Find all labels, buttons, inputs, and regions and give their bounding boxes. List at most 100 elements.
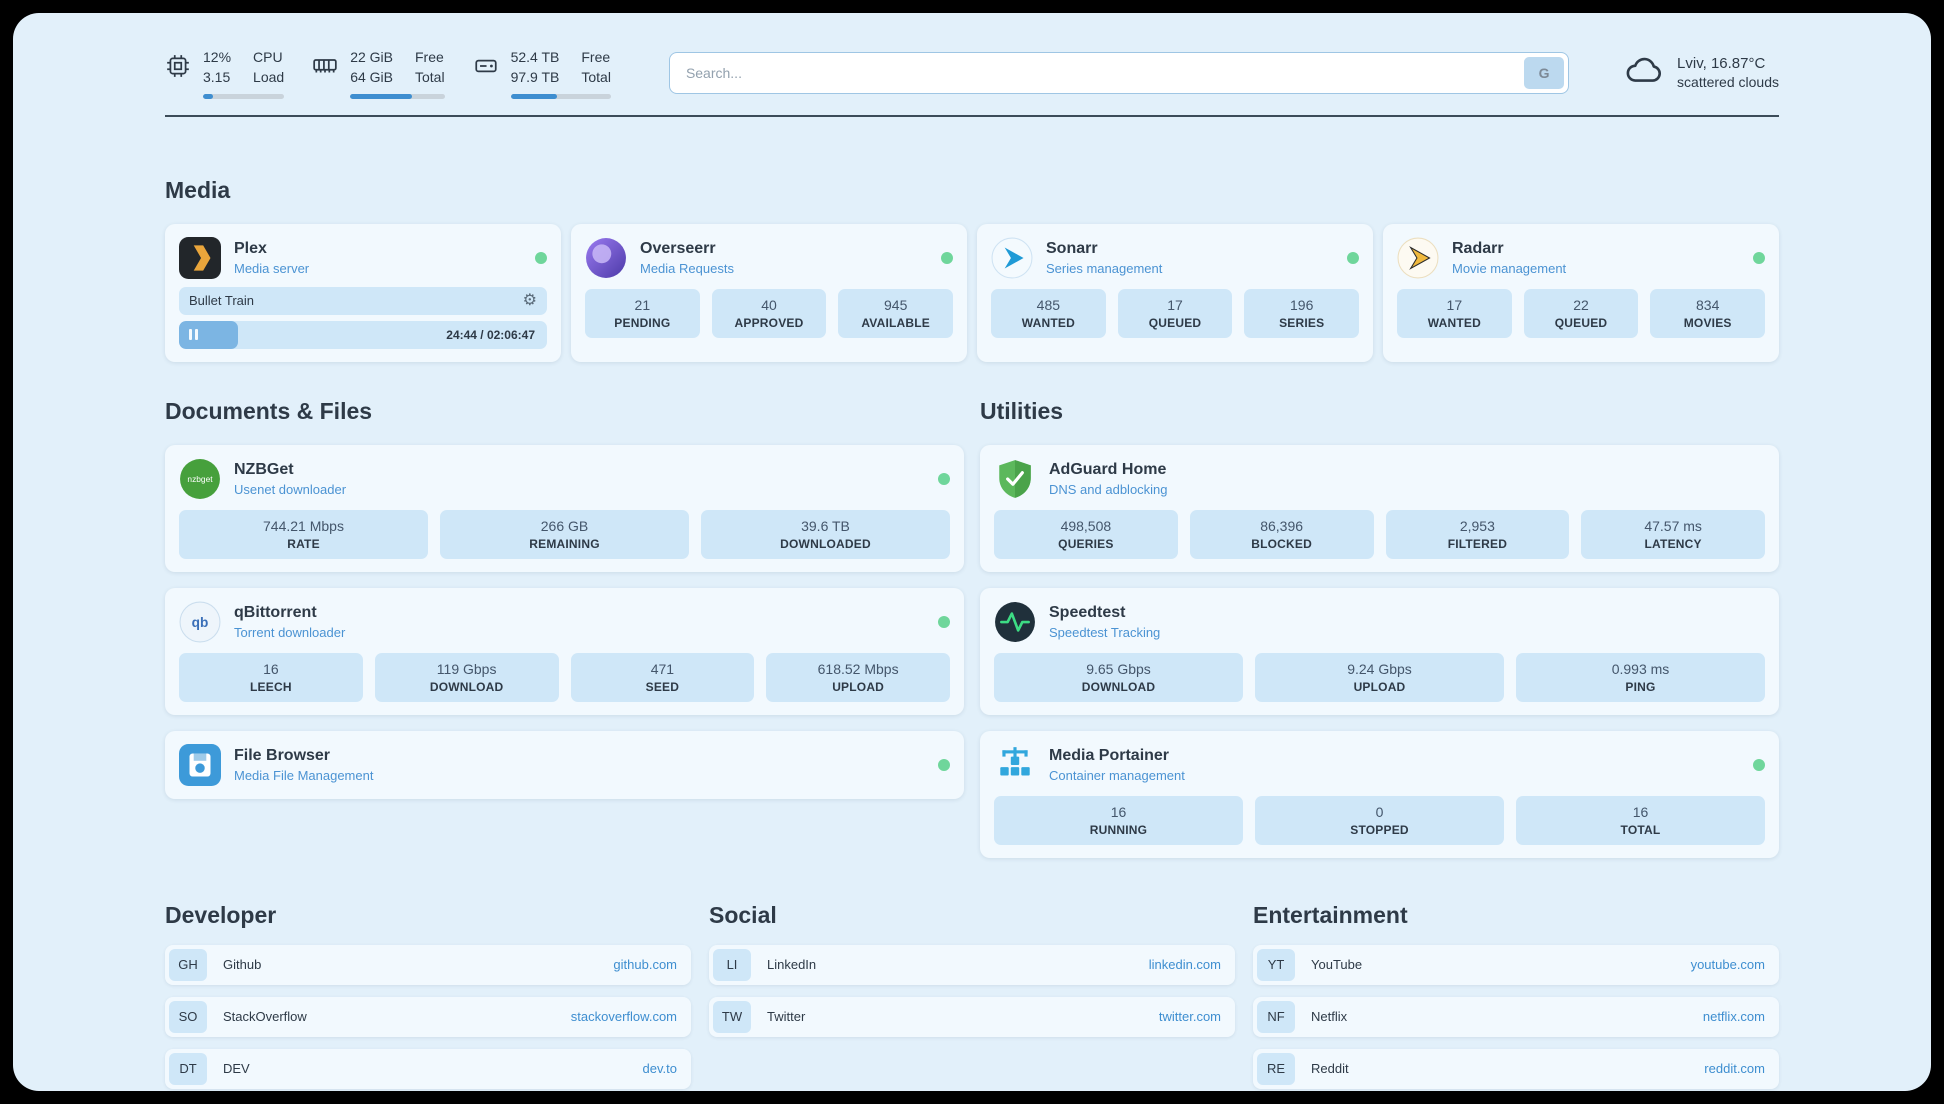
nzbget-titles: NZBGet Usenet downloader bbox=[234, 461, 346, 497]
media-grid: Plex Media server Bullet Train ⚙ bbox=[165, 223, 1779, 362]
app-card-overseerr[interactable]: Overseerr Media Requests 21 PENDING 40 A… bbox=[571, 223, 967, 362]
stat-blocked: 86,396 BLOCKED bbox=[1189, 509, 1374, 559]
social-list: LI LinkedIn linkedin.com TW Twitter twit… bbox=[709, 944, 1235, 1037]
app-name: Overseerr bbox=[640, 239, 716, 257]
sonarr-icon bbox=[991, 237, 1033, 279]
disk-free-label: Free bbox=[581, 49, 611, 65]
stat-downloaded: 39.6 TB DOWNLOADED bbox=[701, 509, 950, 559]
app-name: Media Portainer bbox=[1049, 746, 1170, 764]
bookmark-sections: Developer GH Github github.com SO StackO… bbox=[165, 902, 1779, 1089]
bookmark-url[interactable]: dev.to bbox=[642, 1061, 677, 1077]
app-subtitle: Media server bbox=[234, 260, 310, 276]
bookmark-abbr: GH bbox=[169, 948, 207, 981]
section-title-entertainment: Entertainment bbox=[1253, 901, 1408, 928]
app-card-qbittorrent[interactable]: qb qBittorrent Torrent downloader 16 bbox=[165, 587, 964, 715]
search-engine-button[interactable]: G bbox=[1524, 56, 1565, 89]
stat-queries: 498,508 QUERIES bbox=[994, 509, 1178, 559]
bookmark-twitter[interactable]: TW Twitter twitter.com bbox=[709, 996, 1235, 1037]
ram-total-label: Total bbox=[415, 69, 445, 86]
disk-usage-bar bbox=[510, 93, 611, 99]
section-documents: Documents & Files nzbget NZBGet Usenet d… bbox=[165, 398, 964, 858]
topbar-divider bbox=[165, 114, 1779, 117]
cpu-usage-bar bbox=[203, 93, 285, 99]
section-title-developer: Developer bbox=[165, 901, 277, 928]
bookmark-abbr: SO bbox=[169, 1000, 207, 1033]
disk-labels: Free Total bbox=[581, 47, 611, 88]
filebrowser-header: File Browser Media File Management bbox=[179, 743, 950, 786]
pause-button[interactable] bbox=[179, 320, 238, 349]
bookmark-url[interactable]: youtube.com bbox=[1690, 957, 1765, 973]
disk-values: 52.4 TB 97.9 TB bbox=[511, 47, 560, 88]
bookmark-abbr: RE bbox=[1257, 1052, 1295, 1085]
bookmark-name: Github bbox=[223, 957, 262, 973]
bookmark-youtube[interactable]: YT YouTube youtube.com bbox=[1253, 944, 1779, 985]
app-subtitle: Speedtest Tracking bbox=[1049, 624, 1161, 640]
stat-upload: 9.24 Gbps UPLOAD bbox=[1255, 652, 1504, 702]
app-card-filebrowser[interactable]: File Browser Media File Management bbox=[165, 730, 964, 799]
ram-values: 22 GiB 64 GiB bbox=[350, 47, 393, 88]
stat-running: 16 RUNNING bbox=[994, 795, 1243, 845]
bookmark-url[interactable]: twitter.com bbox=[1158, 1009, 1221, 1025]
app-card-nzbget[interactable]: nzbget NZBGet Usenet downloader 744.21 M… bbox=[165, 444, 964, 572]
app-card-sonarr[interactable]: Sonarr Series management 485 WANTED 17 Q… bbox=[977, 223, 1373, 362]
bookmark-url[interactable]: stackoverflow.com bbox=[570, 1009, 677, 1025]
pause-icon bbox=[189, 329, 192, 341]
app-name: AdGuard Home bbox=[1049, 460, 1167, 478]
playback-progress-bar[interactable]: 24:44 / 02:06:47 bbox=[179, 320, 547, 349]
bookmark-url[interactable]: reddit.com bbox=[1704, 1061, 1765, 1077]
svg-text:qb: qb bbox=[192, 615, 209, 630]
nzbget-header: nzbget NZBGet Usenet downloader bbox=[179, 458, 950, 500]
bookmark-github[interactable]: GH Github github.com bbox=[165, 944, 691, 985]
app-card-radarr[interactable]: Radarr Movie management 17 WANTED 22 QUE… bbox=[1383, 223, 1779, 362]
search-input[interactable] bbox=[668, 51, 1570, 94]
section-utilities: Utilities AdGuard Home DNS and adblockin… bbox=[980, 398, 1779, 858]
qbittorrent-icon: qb bbox=[179, 601, 221, 643]
cpu-labels: CPU Load bbox=[253, 47, 284, 88]
app-card-speedtest[interactable]: Speedtest Speedtest Tracking 9.65 Gbps D… bbox=[980, 587, 1779, 715]
ram-free-label: Free bbox=[415, 49, 444, 65]
ram-usage-bar bbox=[350, 93, 445, 99]
ram-icon bbox=[312, 53, 338, 84]
bookmark-stackoverflow[interactable]: SO StackOverflow stackoverflow.com bbox=[165, 996, 691, 1037]
speedtest-header: Speedtest Speedtest Tracking bbox=[994, 601, 1765, 643]
bookmark-linkedin[interactable]: LI LinkedIn linkedin.com bbox=[709, 944, 1235, 985]
status-indicator bbox=[1347, 251, 1359, 264]
cpu-monitor: 12% 3.15 CPU Load bbox=[165, 47, 285, 99]
app-subtitle: Usenet downloader bbox=[234, 481, 347, 497]
app-card-plex[interactable]: Plex Media server Bullet Train ⚙ bbox=[165, 223, 561, 362]
speedtest-stats: 9.65 Gbps DOWNLOAD 9.24 Gbps UPLOAD 0.99… bbox=[994, 652, 1765, 702]
app-card-adguard[interactable]: AdGuard Home DNS and adblocking 498,508 … bbox=[980, 444, 1779, 572]
ram-labels: Free Total bbox=[415, 47, 445, 88]
bookmark-netflix[interactable]: NF Netflix netflix.com bbox=[1253, 996, 1779, 1037]
disk-icon bbox=[473, 53, 499, 84]
app-name: File Browser bbox=[234, 746, 331, 764]
status-indicator bbox=[938, 472, 950, 485]
sonarr-header: Sonarr Series management bbox=[991, 237, 1359, 279]
cpu-values: 12% 3.15 bbox=[203, 47, 231, 88]
status-indicator bbox=[938, 615, 950, 628]
ram-monitor: 22 GiB 64 GiB Free Total bbox=[312, 47, 445, 99]
app-subtitle: Torrent downloader bbox=[234, 624, 346, 640]
bookmark-url[interactable]: linkedin.com bbox=[1148, 957, 1221, 973]
settings-gear-icon[interactable]: ⚙ bbox=[522, 291, 537, 309]
bookmark-url[interactable]: netflix.com bbox=[1702, 1009, 1765, 1025]
section-entertainment: Entertainment YT YouTube youtube.com NF … bbox=[1253, 902, 1779, 1089]
stat-download: 119 Gbps DOWNLOAD bbox=[374, 652, 559, 702]
bookmark-abbr: YT bbox=[1257, 948, 1295, 981]
app-card-portainer[interactable]: Media Portainer Container management 16 … bbox=[980, 730, 1779, 858]
adguard-titles: AdGuard Home DNS and adblocking bbox=[1049, 461, 1168, 497]
now-playing-bar: Bullet Train ⚙ bbox=[179, 286, 547, 315]
bookmark-name: Twitter bbox=[767, 1009, 806, 1025]
bookmark-abbr: TW bbox=[713, 1000, 751, 1033]
content-container: 12% 3.15 CPU Load bbox=[13, 47, 1931, 1089]
bookmark-name: YouTube bbox=[1311, 957, 1363, 973]
radarr-header: Radarr Movie management bbox=[1397, 237, 1765, 279]
bookmark-url[interactable]: github.com bbox=[613, 957, 677, 973]
stat-total: 16 TOTAL bbox=[1516, 795, 1765, 845]
status-indicator bbox=[941, 251, 953, 264]
stat-rate: 744.21 Mbps RATE bbox=[179, 509, 428, 559]
bookmark-dev[interactable]: DT DEV dev.to bbox=[165, 1048, 691, 1089]
bookmark-reddit[interactable]: RE Reddit reddit.com bbox=[1253, 1048, 1779, 1089]
bookmark-name: DEV bbox=[223, 1061, 250, 1077]
disk-total-value: 97.9 TB bbox=[510, 69, 560, 86]
